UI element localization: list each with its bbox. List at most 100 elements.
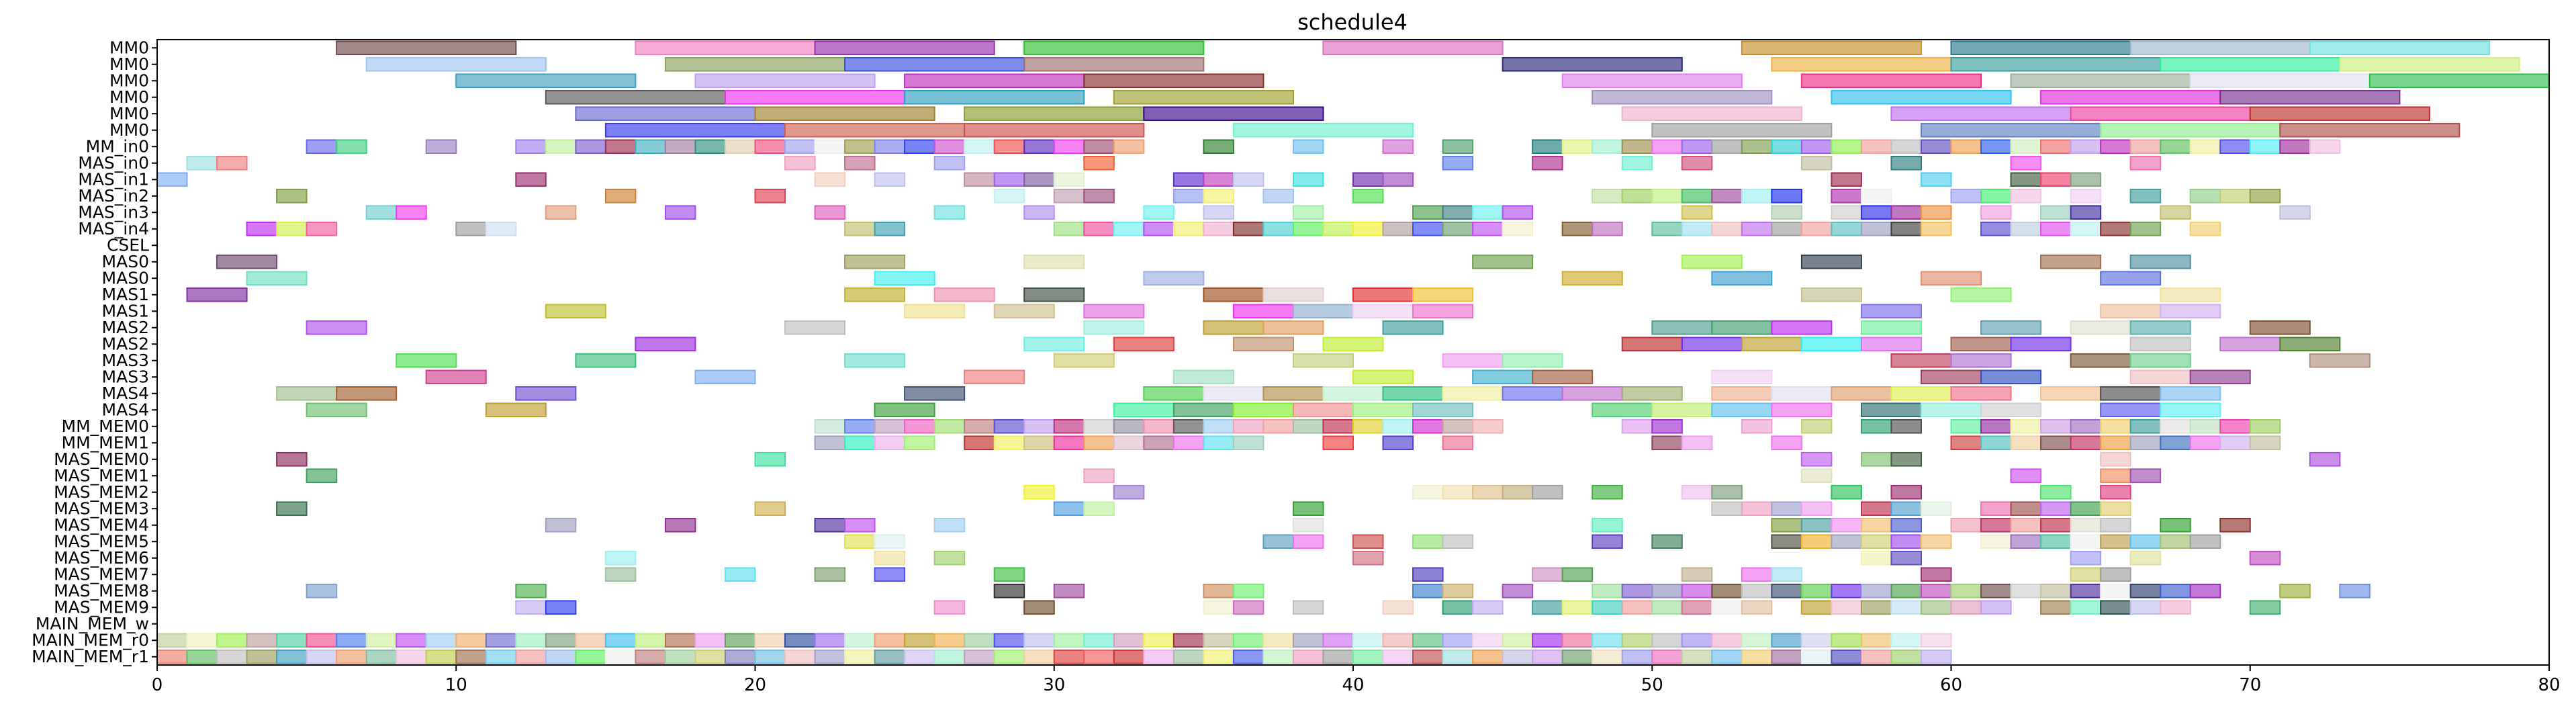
task-bar [2040,435,2072,451]
task-bar [664,649,696,664]
task-bar [485,649,517,664]
task-bar [485,633,517,648]
task-bar [1950,287,2012,302]
task-bar [1681,567,1713,582]
task-bar [1292,172,1324,187]
task-bar [2100,122,2281,138]
task-bar [1292,205,1324,220]
task-bar [2129,418,2162,434]
task-bar [933,517,966,533]
x-tick-label: 80 [2538,675,2560,695]
task-bar [784,649,816,664]
task-bar [1741,337,1802,352]
task-bar [2309,353,2371,368]
task-bar [1681,155,1713,171]
task-bar [1980,205,2012,220]
task-bar [1442,139,1474,154]
task-bar [2010,435,2042,451]
task-bar [2100,468,2131,484]
task-bar [1950,583,1982,599]
task-bar [1920,534,1952,549]
task-bar [1771,534,1802,549]
task-bar [1741,567,1773,582]
task-bar [1860,501,1892,517]
task-bar [1203,188,1234,204]
task-bar [2249,188,2281,204]
task-bar [1800,501,1833,517]
task-bar [1083,188,1115,204]
task-bar [1681,649,1713,664]
task-bar [1203,435,1234,451]
task-bar [1143,649,1175,664]
task-bar [724,633,756,648]
task-bar [993,633,1025,648]
task-bar [1592,139,1623,154]
task-bar [1890,353,1952,368]
task-bar [1920,600,1952,615]
task-bar [993,435,1025,451]
task-bar [2040,139,2072,154]
task-bar [1800,73,1982,89]
task-bar [1322,337,1384,352]
task-bar [336,649,367,664]
task-bar [604,122,786,138]
task-bar [2249,139,2281,154]
task-bar [1412,304,1474,319]
task-bar [1412,633,1444,648]
task-bar [993,567,1025,582]
x-tick-label: 60 [1940,675,1962,695]
task-bar [1950,56,2162,72]
task-bar [933,550,966,566]
task-bar [1950,517,1982,533]
task-bar [2070,188,2102,204]
task-bar [545,633,577,648]
task-bar [1621,386,1683,401]
x-tick-label: 70 [2239,675,2261,695]
task-bar [425,139,457,154]
task-bar [306,139,338,154]
task-bar [1980,188,2012,204]
task-bar [904,418,935,434]
task-bar [1442,155,1474,171]
task-bar [1172,402,1234,418]
task-bar [754,188,786,204]
task-bar [2070,172,2102,187]
x-tick-label: 10 [445,675,467,695]
task-bar [2040,501,2072,517]
task-bar [1502,649,1534,664]
task-bar [1143,106,1324,122]
task-bar [1412,484,1444,500]
task-bar [575,139,606,154]
task-bar [2040,418,2072,434]
task-bar [186,155,218,171]
task-bar [1232,633,1264,648]
task-bar [1741,600,1773,615]
task-bar [1980,418,2012,434]
task-bar [1980,369,2042,385]
task-bar [694,633,726,648]
task-bar [2040,205,2072,220]
task-bar [814,567,846,582]
task-bar [2010,418,2042,434]
task-bar [1083,501,1115,517]
task-bar [1860,517,1892,533]
task-bar [2040,89,2221,105]
task-bar [844,287,906,302]
task-bar [1800,633,1833,648]
task-bar [1800,468,1833,484]
task-bar [1831,89,2012,105]
task-bar [2279,122,2460,138]
task-bar [2070,205,2102,220]
task-bar [1860,205,1892,220]
task-bar [1592,517,1623,533]
task-bar [1113,402,1175,418]
task-bar [1023,254,1085,269]
task-bar [1950,188,1982,204]
row-label: MM0 [109,54,149,74]
task-bar [2249,106,2430,122]
task-bar [874,567,906,582]
task-bar [2249,435,2281,451]
task-bar [1592,633,1623,648]
task-bar [1203,386,1264,401]
row-label: MAS1 [102,301,149,320]
